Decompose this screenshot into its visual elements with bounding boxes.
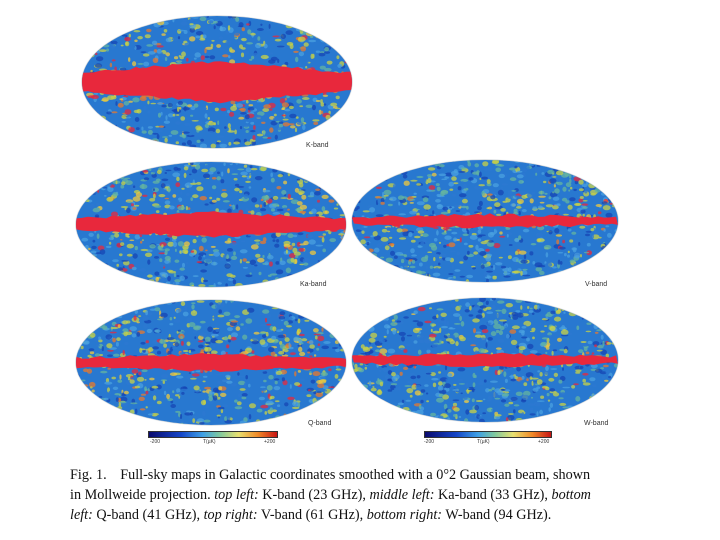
- caption-line-1: Fig. 1. Full-sky maps in Galactic coordi…: [70, 465, 680, 485]
- sky-map-q-band: [76, 300, 346, 425]
- caption-top-right-text: V-band (61 GHz),: [260, 507, 364, 523]
- sky-map-k-band: [82, 16, 352, 148]
- map-label-ka-band: Ka-band: [300, 281, 327, 288]
- sky-map-ka-band: [76, 162, 346, 287]
- sky-map-v-band: [352, 160, 618, 282]
- caption-bottom-right-text: W-band (94 GHz).: [445, 507, 552, 523]
- caption-middle-left-label: middle left:: [369, 487, 435, 503]
- caption-bottom-word: bottom: [551, 487, 591, 503]
- sky-map-ka-band-svg: [76, 162, 346, 287]
- figure-caption: Fig. 1. Full-sky maps in Galactic coordi…: [70, 465, 680, 525]
- caption-line-2: in Mollweide projection. top left: K-ban…: [70, 485, 680, 505]
- colorbar-right-min: -200: [424, 439, 435, 445]
- caption-left-word: left:: [70, 507, 93, 523]
- caption-text-1: Full-sky maps in Galactic coordinates sm…: [120, 467, 591, 483]
- colorbar-left-max: +200: [264, 439, 276, 445]
- caption-bottom-left-text: Q-band (41 GHz),: [96, 507, 201, 523]
- caption-bottom-right-label: bottom right:: [366, 507, 443, 523]
- colorbar-right-unit: T(µK): [477, 439, 490, 445]
- colorbar-right-max: +200: [538, 439, 550, 445]
- figure-number: Fig. 1.: [70, 467, 107, 483]
- map-label-v-band: V-band: [585, 281, 608, 288]
- caption-text-2a: in Mollweide projection.: [70, 487, 211, 503]
- map-label-q-band: Q-band: [308, 420, 332, 427]
- sky-map-k-band-svg: [82, 16, 352, 148]
- colorbar-right: [424, 431, 552, 438]
- sky-map-w-band-svg: [352, 298, 618, 422]
- sky-map-w-band: [352, 298, 618, 422]
- caption-line-3: left: Q-band (41 GHz), top right: V-band…: [70, 505, 680, 525]
- map-label-w-band: W-band: [584, 420, 609, 427]
- colorbar-left-min: -200: [150, 439, 161, 445]
- caption-middle-left-text: Ka-band (33 GHz),: [438, 487, 548, 503]
- colorbar-left: [148, 431, 278, 438]
- sky-map-v-band-svg: [352, 160, 618, 282]
- map-label-k-band: K-band: [306, 142, 329, 149]
- caption-top-left-label: top left:: [214, 487, 259, 503]
- caption-top-left-text: K-band (23 GHz),: [262, 487, 366, 503]
- colorbar-left-unit: T(µK): [203, 439, 216, 445]
- sky-map-q-band-svg: [76, 300, 346, 425]
- caption-top-right-label: top right:: [203, 507, 258, 523]
